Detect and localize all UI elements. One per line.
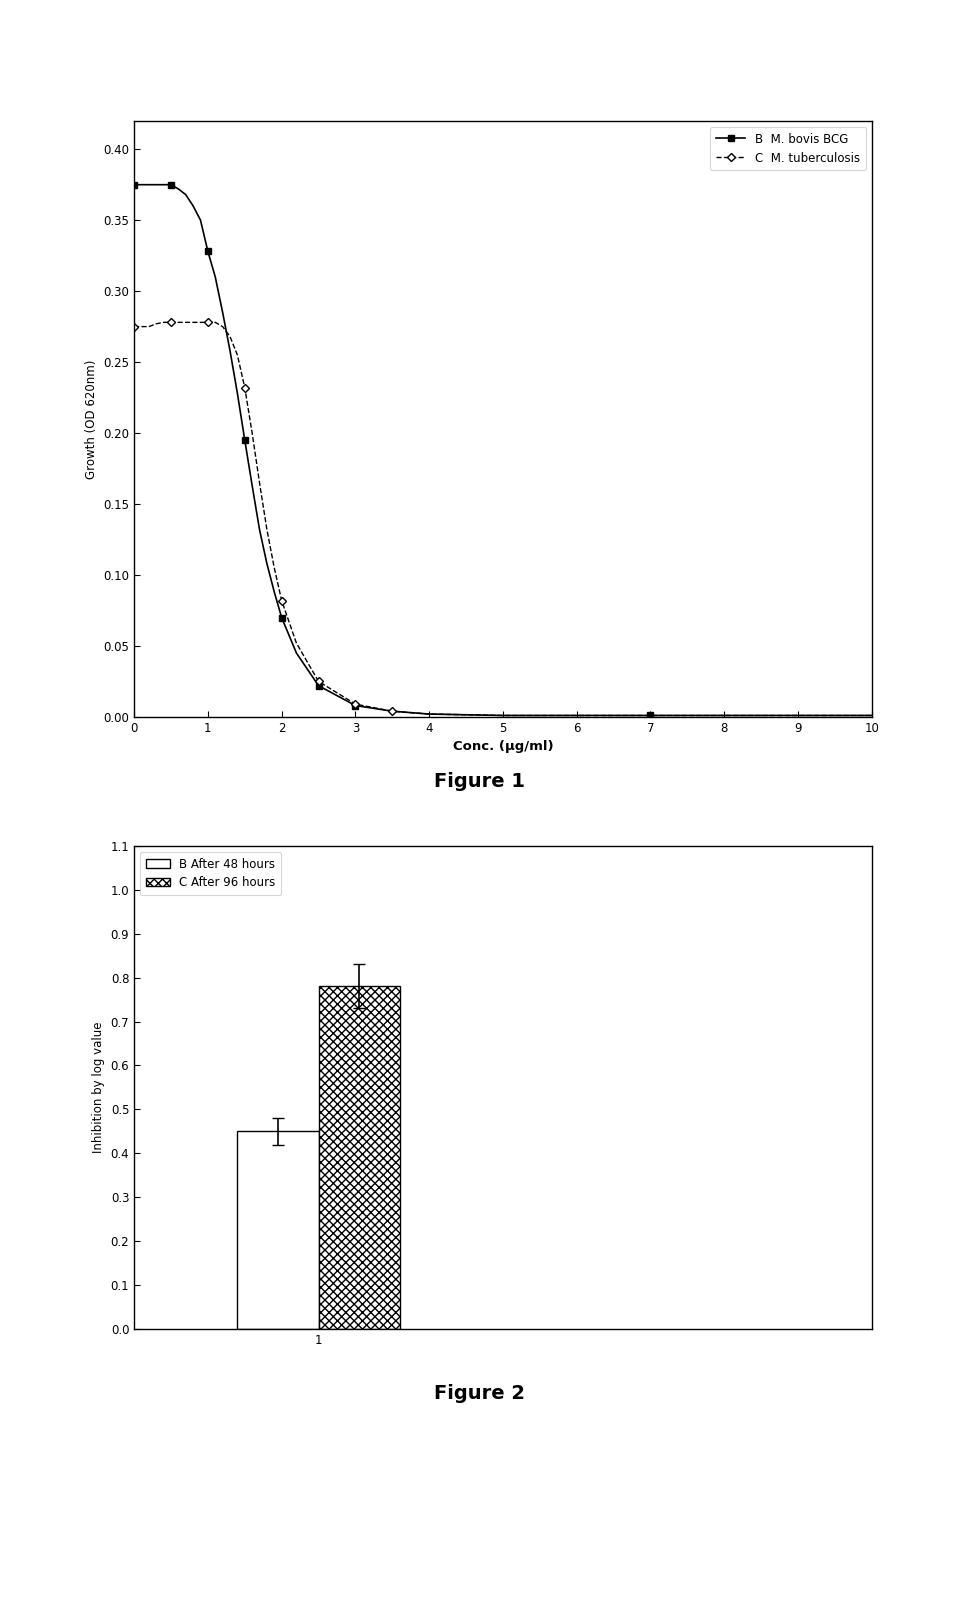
Legend: B  M. bovis BCG, C  M. tuberculosis: B M. bovis BCG, C M. tuberculosis [710,127,866,171]
B  M. bovis BCG [350,696,361,715]
B  M. bovis BCG [202,242,214,261]
Bar [238,1131,318,1329]
B  M. bovis BCG [312,677,324,696]
B  M. bovis BCG [128,176,140,195]
X-axis label: Conc. (µg/ml): Conc. (µg/ml) [452,741,554,754]
Line: C  M. tuberculosis: C M. tuberculosis [131,319,395,714]
Text: Figure 1: Figure 1 [434,772,524,791]
Text: Figure 2: Figure 2 [434,1384,524,1403]
Bar [318,986,399,1329]
B  M. bovis BCG [276,607,287,627]
B  M. bovis BCG [240,430,251,449]
C  M. tuberculosis [312,672,324,691]
Y-axis label: Inhibition by log value: Inhibition by log value [92,1021,105,1153]
C  M. tuberculosis [276,591,287,611]
Line: B  M. bovis BCG: B M. bovis BCG [131,182,653,719]
C  M. tuberculosis [387,701,399,720]
B  M. bovis BCG [645,706,656,725]
C  M. tuberculosis [128,317,140,337]
C  M. tuberculosis [240,379,251,398]
C  M. tuberculosis [350,694,361,714]
C  M. tuberculosis [202,313,214,332]
C  M. tuberculosis [165,313,176,332]
Legend: B After 48 hours, C After 96 hours: B After 48 hours, C After 96 hours [140,852,281,896]
B  M. bovis BCG [165,176,176,195]
Y-axis label: Growth (OD 620nm): Growth (OD 620nm) [84,359,98,478]
